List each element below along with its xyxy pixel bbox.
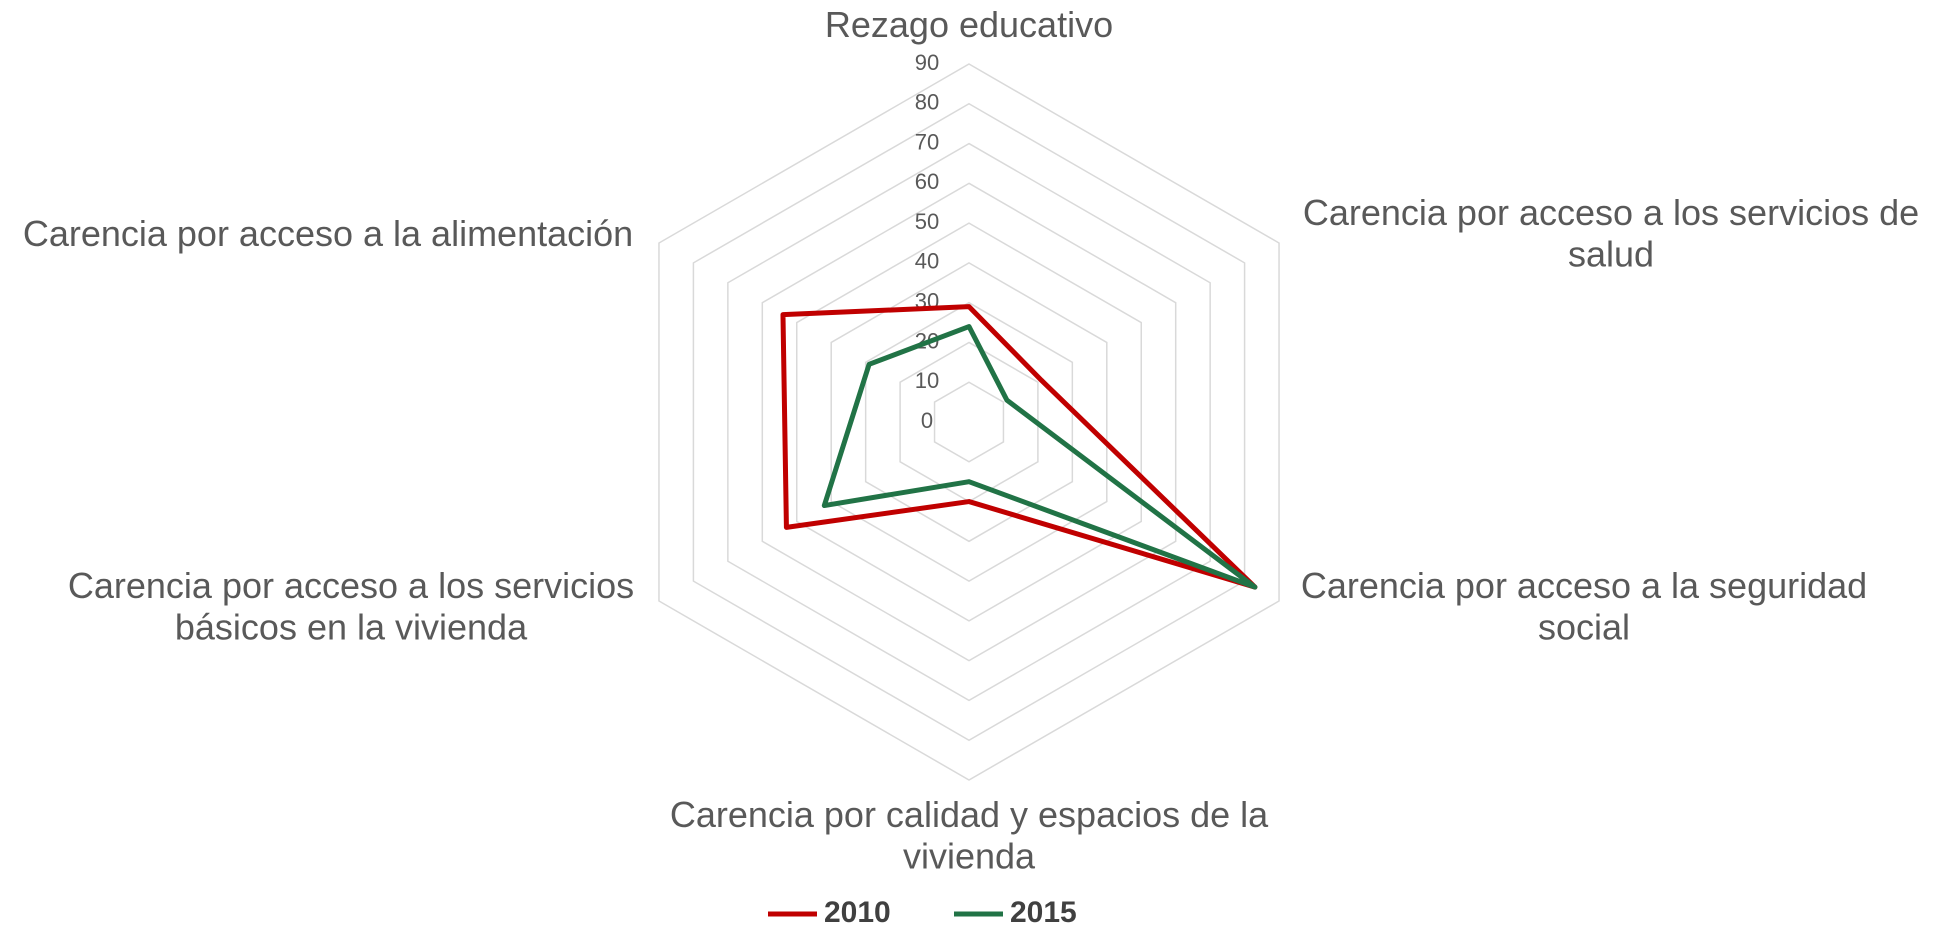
category-label: Carencia por calidad y espacios de la viv… — [670, 794, 1269, 876]
grid-line — [658, 63, 1280, 781]
series-line — [821, 324, 1258, 590]
y-tick-label: 90 — [915, 50, 939, 75]
series-line — [780, 304, 1258, 590]
y-tick-label: 60 — [915, 169, 939, 194]
y-tick-label: 80 — [915, 90, 939, 115]
grid-line — [796, 222, 1142, 622]
grid-line — [761, 182, 1177, 662]
legend-label: 2015 — [1010, 896, 1077, 929]
category-label: Carencia por acceso a los servicios de sa… — [1303, 192, 1919, 274]
legend-label: 2010 — [824, 896, 891, 929]
y-tick-label: 10 — [915, 368, 939, 393]
y-tick-label: 50 — [915, 209, 939, 234]
category-label: Rezago educativo — [825, 4, 1113, 45]
grid-line — [727, 142, 1211, 702]
grid-line — [692, 102, 1246, 742]
y-tick-label: 40 — [915, 249, 939, 274]
y-tick-label: 0 — [921, 408, 933, 433]
category-label: Carencia por acceso a la alimentación — [23, 213, 633, 254]
grid-line — [933, 381, 1005, 463]
grid-line — [864, 301, 1074, 543]
grid-line — [830, 262, 1108, 582]
y-tick-label: 70 — [915, 129, 939, 154]
category-label: Carencia por acceso a la seguridad social — [1301, 565, 1867, 647]
category-label: Carencia por acceso a los servicios básic… — [68, 565, 634, 647]
